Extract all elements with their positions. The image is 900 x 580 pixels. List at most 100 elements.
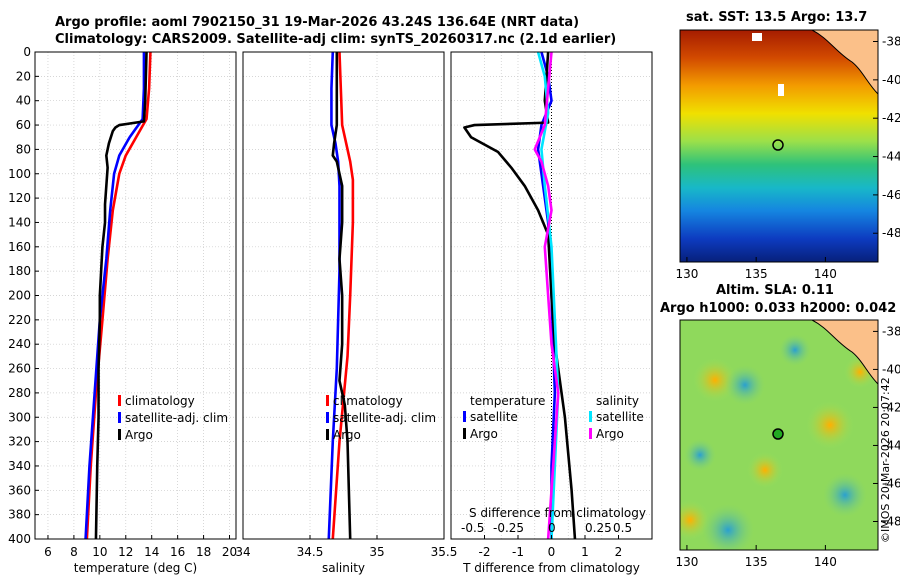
sla-map-title-line2: Argo h1000: 0.033 h2000: 0.042 (660, 301, 897, 316)
y-tick-label: 300 (8, 410, 31, 424)
x-tick-label: 2 (615, 545, 623, 559)
y-tick-label: 220 (8, 313, 31, 327)
x-tick-label: 34.5 (297, 545, 324, 559)
s-tick-label: 0.25 (585, 521, 612, 535)
legend-swatch (463, 411, 466, 422)
legend-title-temperature: temperature (470, 394, 545, 408)
y-tick-label: 180 (8, 264, 31, 278)
x-tick-label: 34 (235, 545, 250, 559)
x-tick-label: 0 (548, 545, 556, 559)
legend-label: Argo (596, 427, 624, 441)
sla-map-title-line1: Altim. SLA: 0.11 (716, 283, 834, 298)
s-tick-label: -0.5 (461, 521, 484, 535)
legend-swatch (589, 411, 592, 422)
y-tick-label: 0 (23, 45, 31, 59)
map-axes: -38 -40 -42 -44 -46 -48 130 135 140 -38 -40 -42 -44 -… (675, 35, 900, 569)
sla-map (679, 319, 879, 551)
sst-landmass (811, 30, 878, 95)
legend-swatch (118, 429, 121, 440)
map-lat-label: -46 (882, 476, 900, 490)
map-lon-label: 130 (675, 555, 698, 569)
legend-label: Argo (333, 428, 361, 442)
series-line-s-argo (533, 52, 560, 539)
legend-label: satellite (596, 410, 644, 424)
map-lon-label: 135 (745, 267, 768, 281)
y-tick-label: 380 (8, 508, 31, 522)
sla-landmass (811, 320, 878, 385)
y-tick-label: 20 (16, 69, 31, 83)
y-tick-label: 80 (16, 142, 31, 156)
sst-map (679, 29, 879, 263)
sla-float-marker (772, 428, 784, 440)
legend-label: satellite (470, 410, 518, 424)
panel-salinity: 34 34.5 35 35.5 salinity climatology satellite… (235, 51, 458, 575)
legend-swatch (118, 395, 121, 406)
y-tick-label: 340 (8, 459, 31, 473)
y-tick-label: 100 (8, 167, 31, 181)
legend-swatch (589, 428, 592, 439)
x-tick-label: 16 (170, 545, 185, 559)
map-lon-label: 135 (745, 555, 768, 569)
x-tick-label: 12 (118, 545, 133, 559)
legend-swatch (326, 395, 329, 406)
figure-title-line2: Climatology: CARS2009. Satellite-adj cli… (55, 32, 617, 47)
s-tick-label: -0.25 (493, 521, 524, 535)
figure-title-line1: Argo profile: aoml 7902150_31 19-Mar-202… (55, 15, 580, 30)
legend-label: climatology (333, 394, 403, 408)
map-lat-label: -38 (882, 35, 900, 49)
panel-difference: -2 -1 0 1 2 T difference from climatology temp… (450, 51, 653, 575)
map-lat-label: -42 (882, 400, 900, 414)
sst-missing-data (752, 33, 762, 41)
x-tick-label: 35 (369, 545, 384, 559)
series-line-satellite-adj-clim (84, 52, 146, 539)
x-tick-label: -2 (479, 545, 491, 559)
series-group (84, 52, 152, 539)
sst-float-marker (772, 139, 784, 151)
map-lon-label: 140 (814, 267, 837, 281)
x-tick-label: 6 (44, 545, 52, 559)
panel-frame (242, 51, 445, 540)
x-tick-label: 20 (222, 545, 237, 559)
y-tick-label: 400 (8, 532, 31, 546)
map-lon-label: 130 (675, 267, 698, 281)
sst-map-frame (679, 29, 879, 263)
x-tick-label: 14 (144, 545, 159, 559)
series-line-t-satellite (536, 52, 557, 539)
series-line-argo (331, 52, 352, 539)
legend-label: climatology (125, 394, 195, 408)
legend-title-salinity: salinity (596, 394, 639, 408)
legend-swatch (326, 429, 329, 440)
y-tick-label: 320 (8, 435, 31, 449)
map-lat-label: -48 (882, 226, 900, 240)
sst-map-title: sat. SST: 13.5 Argo: 13.7 (686, 10, 868, 25)
series-line-climatology (331, 52, 355, 539)
legend-label: satellite-adj. clim (125, 411, 228, 425)
map-lat-label: -40 (882, 362, 900, 376)
map-lat-label: -44 (882, 150, 900, 164)
legend-label: satellite-adj. clim (333, 411, 436, 425)
legend-label: Argo (125, 428, 153, 442)
s-tick-label: 0.5 (613, 521, 632, 535)
x-tick-label: 10 (92, 545, 107, 559)
series-group (327, 52, 355, 539)
series-line-t-argo (463, 52, 577, 539)
x-tick-label: 1 (581, 545, 589, 559)
legend-swatch (118, 412, 121, 423)
map-lat-label: -46 (882, 188, 900, 202)
x-axis-label: T difference from climatology (462, 561, 640, 575)
series-line-argo (94, 52, 148, 539)
panel-temperature: 6 8 10 12 14 16 18 20 temperature (deg C) 0 20 40 60… (8, 45, 237, 575)
sst-field (680, 30, 878, 262)
map-lat-label: -48 (882, 514, 900, 528)
legend-label: Argo (470, 427, 498, 441)
map-lat-label: -40 (882, 73, 900, 87)
y-tick-label: 200 (8, 289, 31, 303)
s-axis-label: S difference from climatology (469, 506, 646, 520)
x-tick-label: 35.5 (431, 545, 458, 559)
sla-map-frame (679, 319, 879, 551)
legend-swatch (463, 428, 466, 439)
y-tick-label: 280 (8, 386, 31, 400)
x-tick-label: 8 (70, 545, 78, 559)
y-tick-label: 40 (16, 94, 31, 108)
